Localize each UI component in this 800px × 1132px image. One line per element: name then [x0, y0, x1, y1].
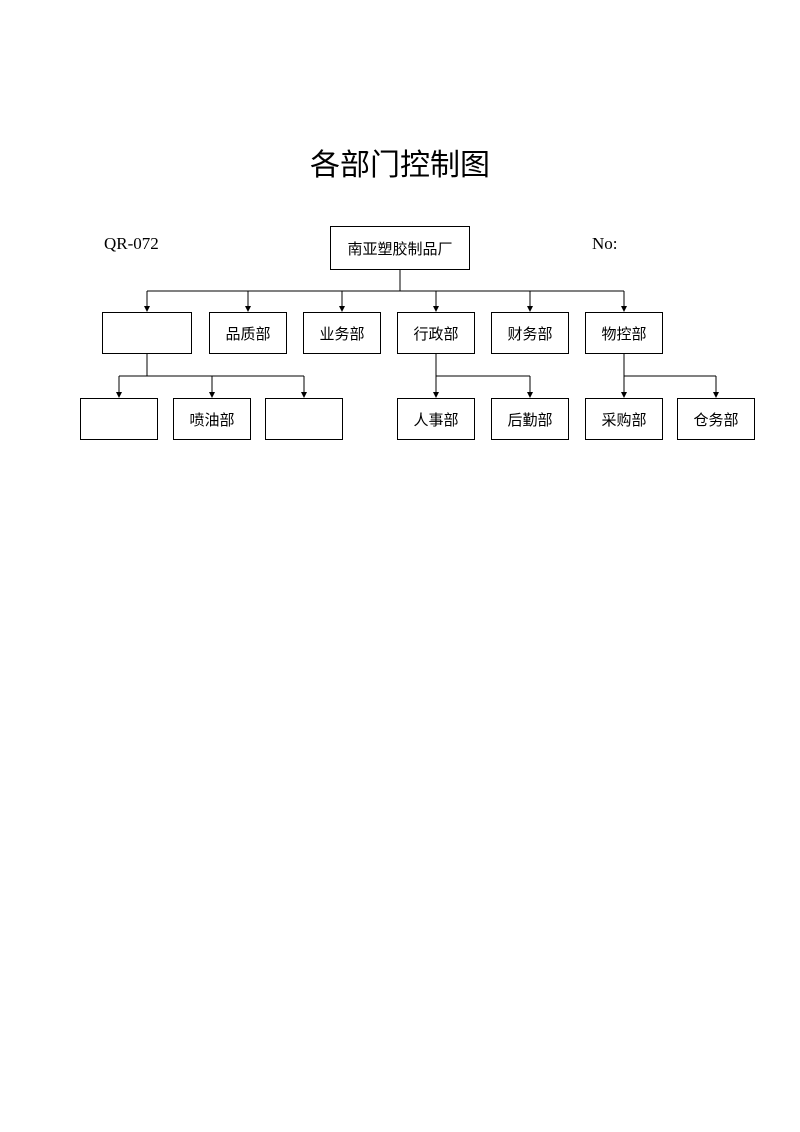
- org-level3-1: 喷油部: [173, 398, 251, 440]
- org-root: 南亚塑胶制品厂: [330, 226, 470, 270]
- org-level2-3: 行政部: [397, 312, 475, 354]
- org-level3-5: 采购部: [585, 398, 663, 440]
- header-right-label: No:: [592, 234, 618, 254]
- org-level3-6: 仓务部: [677, 398, 755, 440]
- header-left-code: QR-072: [104, 234, 159, 254]
- org-level3-0: [80, 398, 158, 440]
- org-level3-4: 后勤部: [491, 398, 569, 440]
- page-title: 各部门控制图: [0, 140, 800, 184]
- org-level2-4: 财务部: [491, 312, 569, 354]
- org-level3-2: [265, 398, 343, 440]
- org-level2-5: 物控部: [585, 312, 663, 354]
- org-level2-1: 品质部: [209, 312, 287, 354]
- org-level2-0: [102, 312, 192, 354]
- org-level2-2: 业务部: [303, 312, 381, 354]
- org-level3-3: 人事部: [397, 398, 475, 440]
